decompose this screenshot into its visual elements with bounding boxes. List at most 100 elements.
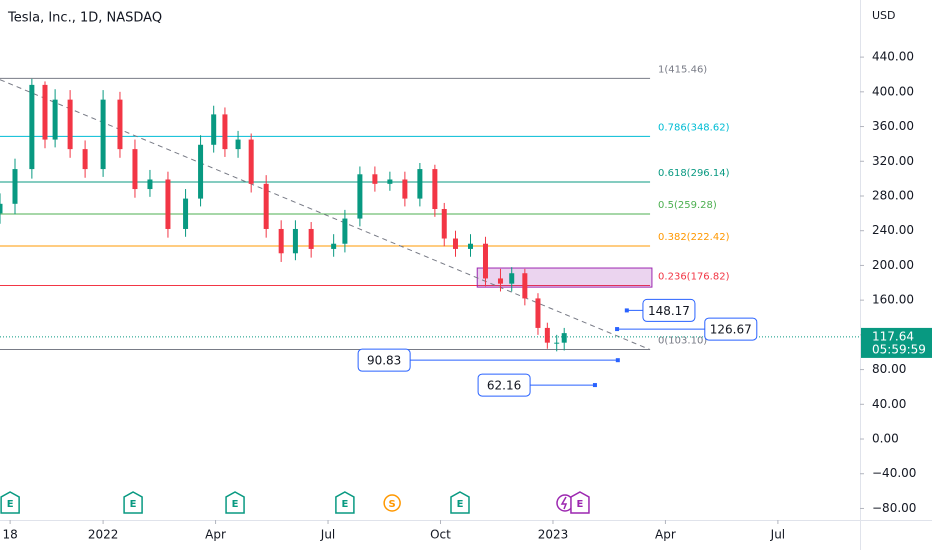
candle-body [417, 169, 423, 199]
price-label-box[interactable] [357, 348, 411, 372]
candle-body [544, 327, 550, 343]
candle-body [100, 99, 106, 170]
candle-body [452, 238, 458, 249]
y-tick-label: 240.00 [872, 223, 914, 237]
candle-body [12, 169, 18, 204]
candle-body [441, 209, 447, 239]
x-tick-label: Apr [655, 528, 676, 542]
candle-body [165, 179, 171, 229]
candle-body [482, 243, 488, 279]
candle-body [132, 149, 138, 190]
ray-handle [615, 358, 620, 363]
trendline [0, 79, 651, 351]
event-icon[interactable] [123, 491, 143, 514]
x-tick-label: Apr [205, 528, 226, 542]
fib-label: 0.786(348.62) [658, 122, 730, 133]
event-label: E [232, 499, 239, 510]
ray-handle [615, 327, 620, 332]
candle-body [147, 179, 153, 190]
candle-body [29, 84, 35, 170]
fib-label: 0.618(296.14) [658, 168, 730, 179]
x-tick-label: Oct [430, 528, 451, 542]
candle-body [67, 99, 73, 150]
candle-body [467, 243, 473, 249]
event-label: E [457, 499, 464, 510]
y-tick-label: 280.00 [872, 188, 914, 202]
candle-body [535, 298, 541, 328]
event-label: E [7, 499, 14, 510]
price-label-box[interactable] [704, 317, 758, 341]
x-tick-label: 18 [2, 528, 17, 542]
candle-body [42, 84, 48, 140]
fib-label: 0.382(222.42) [658, 232, 730, 243]
x-tick-label: Jul [770, 528, 785, 542]
candle-body [292, 228, 298, 254]
last-price-tag [861, 327, 932, 358]
candle-body [342, 218, 348, 244]
candle-body [387, 179, 393, 184]
chart-title: Tesla, Inc., 1D, NASDAQ [7, 11, 162, 26]
candle-body [183, 198, 189, 229]
candle-body [509, 273, 515, 284]
event-icon[interactable] [0, 491, 20, 514]
candle-body [402, 179, 408, 199]
fib-label: 0(103.10) [658, 336, 707, 347]
y-tick-label: 440.00 [872, 50, 914, 64]
event-label: E [577, 499, 584, 510]
candle-body [0, 203, 3, 214]
event-icon[interactable] [450, 491, 470, 514]
dividend-bolt [560, 496, 568, 510]
event-label: S [389, 499, 396, 510]
candle-body [497, 278, 503, 284]
price-label-box[interactable] [477, 373, 531, 397]
event-label: E [130, 499, 137, 510]
y-tick-label: 80.00 [872, 362, 906, 376]
x-tick-label: Jul [320, 528, 335, 542]
candle-body [561, 333, 567, 343]
price-label-box[interactable] [642, 298, 696, 322]
event-icon[interactable] [225, 491, 245, 514]
candle-body [248, 139, 254, 184]
fib-label: 1(415.46) [658, 64, 707, 75]
currency: USD [872, 9, 896, 22]
candle-body [522, 273, 528, 299]
candle-body [278, 228, 284, 254]
candle-body [357, 174, 363, 219]
candle-body [331, 243, 337, 249]
candle-body [117, 99, 123, 150]
fib-label: 0.236(176.82) [658, 272, 730, 283]
price-label: 90.83 [367, 354, 401, 368]
x-tick-label: 2023 [538, 528, 569, 542]
candle-body [308, 228, 314, 249]
fib-label: 0.5(259.28) [658, 200, 717, 211]
candle-body [432, 169, 438, 210]
y-tick-label: 400.00 [872, 84, 914, 98]
ray-handle [624, 308, 629, 313]
x-tick-label: 2022 [88, 528, 119, 542]
y-tick-label: 0.00 [872, 432, 899, 446]
last-price: 117.64 [872, 329, 914, 343]
event-label: E [341, 499, 348, 510]
candle-body [82, 149, 88, 170]
ray-handle [592, 383, 597, 388]
event-icon[interactable] [570, 491, 590, 514]
candle-body [554, 342, 560, 344]
candle-body [52, 99, 58, 140]
price-label: 148.17 [648, 304, 690, 318]
y-tick-label: 360.00 [872, 119, 914, 133]
candle-body [211, 114, 217, 145]
y-tick-label: 160.00 [872, 293, 914, 307]
event-icon[interactable] [383, 494, 401, 512]
candle-body [222, 114, 228, 150]
candle-body [235, 139, 241, 150]
zone [476, 267, 653, 288]
y-tick-label: −80.00 [872, 501, 916, 515]
y-tick-label: 200.00 [872, 258, 914, 272]
y-tick-label: 40.00 [872, 397, 906, 411]
y-tick-label: −40.00 [872, 466, 916, 480]
y-tick-label: 320.00 [872, 154, 914, 168]
candle-body [372, 174, 378, 184]
event-icon[interactable] [335, 491, 355, 514]
